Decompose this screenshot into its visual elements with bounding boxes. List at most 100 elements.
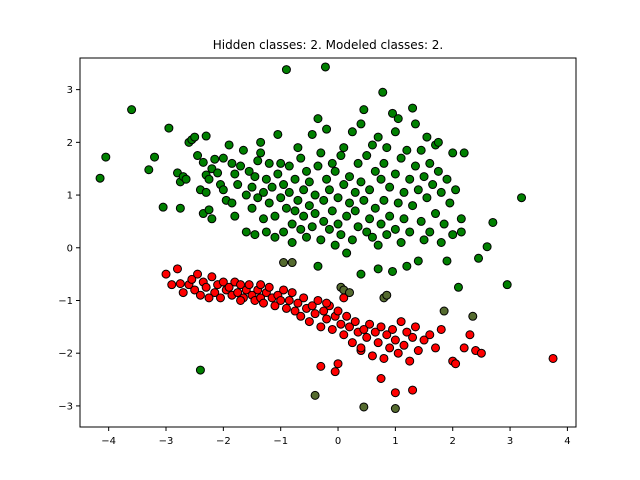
- data-point-green: [207, 214, 217, 224]
- data-point-green: [359, 105, 369, 115]
- data-point-green: [330, 166, 340, 176]
- data-point-green: [227, 198, 237, 208]
- data-point-red: [382, 330, 392, 340]
- data-point-green: [488, 217, 498, 227]
- data-point-red: [215, 293, 225, 303]
- data-point-green: [388, 108, 398, 118]
- data-point-green: [405, 174, 415, 184]
- data-point-green: [101, 152, 111, 162]
- data-point-green: [517, 193, 527, 203]
- y-axis: −3 −2 −1 0 1 2 3: [58, 85, 80, 412]
- data-point-green: [390, 224, 400, 234]
- data-point-red: [342, 311, 352, 321]
- data-point-green: [287, 219, 297, 229]
- data-point-red: [376, 322, 386, 332]
- data-point-red: [307, 301, 317, 311]
- data-point-green: [393, 114, 403, 124]
- data-point-green: [385, 182, 395, 192]
- data-point-red: [393, 348, 403, 358]
- data-point-green: [304, 201, 314, 211]
- data-point-green: [307, 129, 317, 139]
- data-point-green: [233, 180, 243, 190]
- x-tick-label: 4: [564, 436, 570, 447]
- data-point-red: [396, 317, 406, 327]
- data-point-green: [350, 187, 360, 197]
- data-point-red: [373, 338, 383, 348]
- data-point-red: [161, 269, 171, 279]
- data-point-red: [178, 288, 188, 298]
- data-point-green: [373, 240, 383, 250]
- data-point-green: [448, 148, 458, 158]
- data-point-green: [238, 145, 248, 155]
- data-point-green: [322, 124, 332, 134]
- data-point-green: [333, 219, 343, 229]
- data-point-green: [284, 161, 294, 171]
- x-tick-label: 2: [450, 436, 456, 447]
- data-point-mixed: [359, 402, 369, 412]
- data-point-red: [405, 356, 415, 366]
- data-point-mixed: [287, 258, 297, 268]
- data-point-green: [388, 266, 398, 276]
- data-point-green: [442, 256, 452, 266]
- data-point-red: [339, 330, 349, 340]
- data-point-green: [158, 202, 168, 212]
- data-point-green: [433, 137, 443, 147]
- data-point-green: [419, 235, 429, 245]
- data-point-red: [476, 348, 486, 358]
- data-point-green: [218, 185, 228, 195]
- data-point-green: [250, 172, 260, 182]
- data-point-green: [256, 137, 266, 147]
- data-point-green: [453, 282, 463, 292]
- data-point-red: [264, 282, 274, 292]
- data-point-green: [287, 238, 297, 247]
- data-point-green: [310, 209, 320, 219]
- data-point-red: [548, 353, 558, 363]
- data-point-green: [416, 216, 426, 226]
- data-point-green: [127, 105, 137, 115]
- y-tick-label: −3: [58, 401, 73, 412]
- data-point-green: [150, 152, 160, 162]
- data-point-green: [276, 158, 286, 168]
- data-point-green: [230, 169, 240, 179]
- data-point-red: [287, 288, 297, 298]
- data-point-green: [336, 151, 346, 161]
- data-point-green: [247, 182, 257, 192]
- data-point-green: [362, 151, 372, 161]
- data-point-green: [256, 148, 266, 158]
- data-point-green: [356, 119, 366, 129]
- data-point-red: [322, 314, 332, 324]
- data-point-green: [385, 211, 395, 221]
- chart-title: Hidden classes: 2. Modeled classes: 2.: [213, 38, 444, 52]
- data-point-green: [333, 193, 343, 203]
- data-point-green: [379, 158, 389, 168]
- data-point-red: [390, 388, 400, 398]
- data-point-red: [172, 264, 182, 274]
- data-point-green: [413, 256, 423, 266]
- data-point-red: [236, 280, 246, 290]
- data-point-green: [399, 214, 409, 224]
- x-tick-label: −3: [159, 436, 174, 447]
- data-point-green: [213, 168, 223, 178]
- data-point-green: [241, 190, 251, 200]
- data-point-green: [422, 132, 432, 142]
- data-point-green: [342, 211, 352, 221]
- y-tick-label: 1: [67, 191, 73, 202]
- data-point-green: [408, 201, 418, 211]
- data-point-green: [281, 65, 291, 75]
- data-point-red: [399, 340, 409, 350]
- data-point-red: [451, 359, 461, 369]
- data-point-mixed: [468, 311, 478, 321]
- x-tick-label: 1: [392, 436, 398, 447]
- data-point-green: [402, 261, 412, 271]
- data-point-green: [390, 169, 400, 179]
- data-point-red: [322, 298, 332, 308]
- data-point-red: [296, 311, 306, 321]
- data-point-mixed: [279, 258, 289, 268]
- data-point-green: [193, 151, 203, 161]
- data-point-green: [442, 174, 452, 184]
- data-point-green: [253, 193, 263, 203]
- data-point-green: [353, 158, 363, 168]
- data-point-red: [410, 322, 420, 332]
- data-point-green: [356, 177, 366, 187]
